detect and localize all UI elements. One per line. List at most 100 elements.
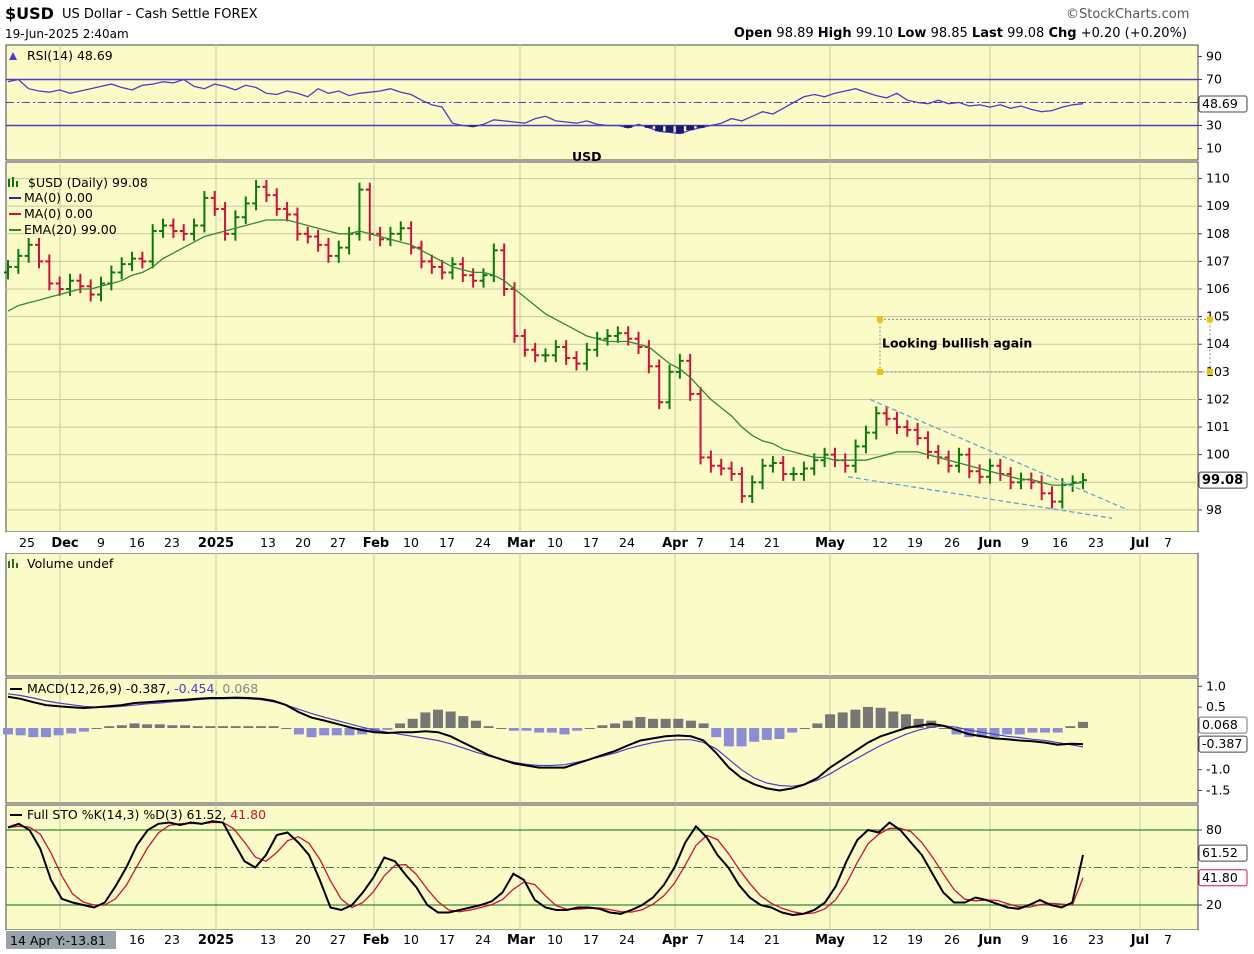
date-tick-label: 23 [164,535,180,550]
macd-histogram-bar [382,728,393,730]
macd-histogram-bar [850,709,861,728]
macd-histogram-bar [812,723,823,728]
date-tick-label: 24 [619,535,635,550]
price-tick-label: 102 [1206,391,1230,406]
macd-histogram-bar [938,728,949,729]
sto-d-value: 41.80 [1202,870,1238,885]
macd-histogram-bar [230,726,241,728]
macd-histogram-bar [28,728,39,738]
annotation-handle [1207,316,1213,323]
macd-histogram-bar [1027,728,1038,733]
bottom-date-tick-label: Mar [507,933,536,948]
macd-tick-label: 1.0 [1206,678,1226,693]
rsi-title: RSI(14) 48.69 [27,48,113,63]
macd-histogram-bar [1040,728,1051,733]
macd-histogram-bar [496,728,507,729]
rsi-oversold-fill [644,125,653,128]
bottom-date-tick-label: 17 [439,932,455,947]
bottom-date-tick-label: Feb [363,933,389,948]
date-tick-label: Dec [51,536,78,551]
chart-header: $USD US Dollar - Cash Settle FOREX 19-Ju… [0,0,1254,44]
rsi-oversold-fill [655,125,664,132]
macd-hist-value: 0.068 [1202,717,1238,732]
macd-histogram-bar [761,728,772,740]
bottom-date-tick-label: 24 [619,932,635,947]
macd-histogram-bar [837,712,848,728]
macd-histogram-bar [888,711,899,728]
date-tick-label: Mar [507,536,536,551]
rsi-annotation: USD [572,149,602,164]
price-last-value: 99.08 [1202,473,1243,488]
macd-histogram-bar [205,726,216,728]
macd-histogram-bar [116,725,127,728]
legend-entry: MA(0) 0.00 [24,206,93,221]
sto-k-value: 61.52 [1202,845,1238,860]
macd-hist-value-box [1198,716,1248,734]
macd-histogram-bar [559,728,570,735]
macd-histogram-bar [357,728,368,735]
macd-histogram-bar [470,720,481,728]
low-value: 98.85 [930,26,968,41]
macd-histogram-bar [913,718,924,728]
macd-histogram-bar [104,726,115,728]
bottom-date-tick-label: May [815,933,845,948]
macd-histogram-bar [15,728,26,736]
sto-d-value-box [1198,869,1248,887]
date-tick-label: Apr [662,536,688,551]
macd-histogram-bar [875,707,886,728]
rsi-tick-label: 10 [1206,141,1222,156]
price-tick-label: 109 [1206,198,1230,213]
price-tick-label: 104 [1206,336,1230,351]
macd-histogram-bar [900,714,911,728]
annotation-handle [1207,368,1213,375]
bottom-date-tick-label: 24 [475,932,491,947]
date-tick-label: 10 [547,535,563,550]
rsi-legend-icon [9,52,17,60]
bottom-date-tick-label: 16 [1052,932,1068,947]
chg-value: +0.20 (+0.20%) [1080,26,1187,41]
macd-histogram-bar [964,728,975,738]
rsi-oversold-fill [675,125,684,134]
bottom-date-tick-label: 14 [729,932,745,947]
sto-title: Full STO %K(14,3) %D(3) 61.52, 41.80 [27,807,266,822]
price-tick-label: 100 [1206,447,1230,462]
ema20-line [7,219,1084,486]
macd-histogram-bar [293,728,304,735]
macd-histogram-bar [951,728,962,735]
rsi-tick-label: 30 [1206,118,1222,133]
date-axis-band [6,532,1198,553]
last-value: 99.08 [1007,26,1045,41]
macd-histogram-bar [610,723,621,728]
macd-histogram-bar [483,726,494,728]
macd-histogram-bar [243,726,254,728]
date-tick-label: 9 [1021,535,1029,550]
price-last-value-box [1198,471,1248,489]
price-annotation: Looking bullish again [882,335,1032,350]
macd-histogram-bar [685,720,696,728]
macd-histogram-bar [698,723,709,728]
macd-histogram-bar [749,728,760,742]
bottom-date-tick-label: 21 [764,932,780,947]
macd-histogram-bar [78,728,89,732]
volume-legend-icon [8,559,18,568]
macd-histogram-bar [597,725,608,728]
macd-histogram-bar [218,726,228,728]
date-tick-label: Jul [1130,536,1150,551]
date-tick-label: 2025 [198,536,234,551]
date-tick-label: 7 [1164,535,1172,550]
price-tick-label: 103 [1206,364,1230,379]
date-tick-label: 19 [907,535,923,550]
macd-histogram-bar [635,717,646,728]
date-tick-label: 23 [1088,535,1104,550]
bottom-date-tick-label: 16 [129,932,145,947]
macd-histogram-bar [445,711,456,728]
low-label: Low [897,26,927,41]
legend-entry: EMA(20) 99.00 [24,222,117,237]
legend-entry: MA(0) 0.00 [24,190,93,205]
bottom-date-tick-label: 7 [1164,932,1172,947]
macd-histogram-bar [622,720,633,728]
lower-trendline [847,476,1113,519]
rsi-last-value-box [1198,95,1248,113]
rsi-oversold-fill [665,125,674,133]
